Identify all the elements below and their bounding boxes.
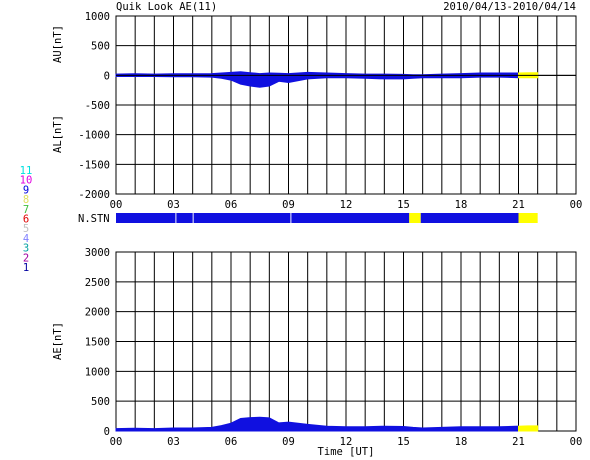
ae-x-tick-label: 00 — [570, 436, 583, 448]
station-legend-item: 4 — [23, 233, 29, 245]
x-axis-title: Time [UT] — [318, 446, 375, 458]
n-stn-label: N.STN — [78, 213, 110, 225]
ae-series-area-blue — [115, 416, 519, 432]
n-stn-segment — [116, 213, 176, 223]
ae-x-tick-label: 18 — [455, 436, 468, 448]
ae-x-tick-label: 06 — [225, 436, 238, 448]
station-legend-item: 7 — [23, 204, 29, 216]
station-legend-item: 2 — [23, 252, 29, 264]
ae-axis-label: AE[nT] — [52, 322, 64, 360]
ae-y-tick-label: 500 — [91, 396, 110, 408]
ae-y-tick-label: 3000 — [85, 247, 110, 259]
n-stn-segment — [193, 213, 291, 223]
ae-y-tick-label: 1500 — [85, 337, 110, 349]
ae-y-tick-label: 2000 — [85, 307, 110, 319]
au-al-x-tick-label: 00 — [570, 199, 583, 211]
au-axis-label: AU[nT] — [52, 25, 64, 63]
au-al-y-tick-label: -2000 — [78, 189, 110, 201]
station-legend-item: 9 — [23, 184, 29, 196]
au-al-x-tick-label: 06 — [225, 199, 238, 211]
au-al-y-tick-label: -1500 — [78, 159, 110, 171]
station-legend-item: 3 — [23, 243, 29, 255]
station-legend-item: 10 — [20, 175, 33, 187]
al-axis-label: AL[nT] — [52, 115, 64, 153]
au-al-y-tick-label: 0 — [104, 70, 110, 82]
station-legend-item: 6 — [23, 214, 29, 226]
n-stn-segment — [409, 213, 421, 223]
al-series-area-blue — [115, 74, 519, 88]
ae-y-tick-label: 2500 — [85, 277, 110, 289]
ae-x-tick-label: 12 — [340, 436, 353, 448]
au-al-x-tick-label: 09 — [282, 199, 295, 211]
ae-y-tick-label: 1000 — [85, 366, 110, 378]
ae-series-area-yellow — [518, 425, 539, 432]
au-al-x-tick-label: 03 — [167, 199, 180, 211]
station-legend-item: 1 — [23, 262, 29, 274]
au-al-y-tick-label: -500 — [85, 100, 110, 112]
n-stn-segment — [420, 213, 519, 223]
au-al-x-tick-label: 00 — [110, 199, 123, 211]
n-stn-segment — [176, 213, 193, 223]
au-al-y-tick-label: 1000 — [85, 11, 110, 23]
ae-x-tick-label: 15 — [397, 436, 410, 448]
ae-x-tick-label: 09 — [282, 436, 295, 448]
station-legend-item: 8 — [23, 194, 29, 206]
n-stn-segment — [291, 213, 410, 223]
date-range: 2010/04/13-2010/04/14 — [443, 1, 576, 13]
ae-y-tick-label: 0 — [104, 426, 110, 438]
n-stn-segment — [518, 213, 538, 223]
n-stn-bar — [116, 213, 538, 223]
au-al-x-tick-label: 15 — [397, 199, 410, 211]
ae-x-tick-label: 21 — [512, 436, 525, 448]
ae-x-tick-label: 00 — [110, 436, 123, 448]
station-legend-item: 5 — [23, 223, 29, 235]
ae-x-tick-label: 03 — [167, 436, 180, 448]
au-al-y-tick-label: 500 — [91, 41, 110, 53]
au-series-area-blue — [115, 71, 519, 76]
au-al-x-tick-label: 18 — [455, 199, 468, 211]
station-legend-item: 11 — [20, 165, 33, 177]
chart-title: Quik Look AE(11) — [116, 1, 217, 13]
au-al-x-tick-label: 21 — [512, 199, 525, 211]
au-al-x-tick-label: 12 — [340, 199, 353, 211]
au-al-y-tick-label: -1000 — [78, 130, 110, 142]
